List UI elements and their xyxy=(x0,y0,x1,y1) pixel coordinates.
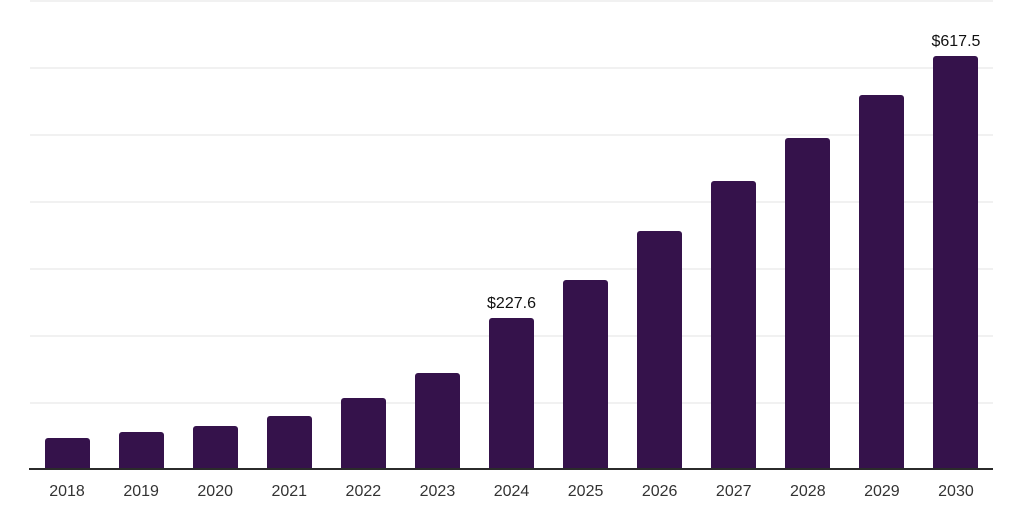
bar-2018 xyxy=(44,437,90,470)
gridline-600 xyxy=(30,67,993,69)
x-tick-label-2028: 2028 xyxy=(790,483,826,500)
x-tick-label-2023: 2023 xyxy=(419,483,456,500)
bar-2019 xyxy=(118,431,164,470)
bar-2030 xyxy=(933,56,979,470)
bar-2022 xyxy=(340,397,386,470)
x-tick-label-2020: 2020 xyxy=(197,483,233,500)
x-tick-label-2024: 2024 xyxy=(493,483,530,500)
gridline-300 xyxy=(30,268,993,270)
x-tick-label-2022: 2022 xyxy=(345,483,382,500)
bar-2027 xyxy=(711,180,757,470)
x-tick-label-2030: 2030 xyxy=(938,483,974,500)
bar-2026 xyxy=(637,231,683,470)
gridline-700 xyxy=(30,0,993,2)
bar-2020 xyxy=(192,426,238,470)
bar-2025 xyxy=(563,279,609,470)
x-tick-label-2018: 2018 xyxy=(49,483,85,500)
bar-2029 xyxy=(859,95,905,470)
bar-2021 xyxy=(266,415,312,470)
x-tick-label-2029: 2029 xyxy=(864,483,900,500)
x-tick-label-2019: 2019 xyxy=(123,483,159,500)
x-tick-label-2026: 2026 xyxy=(641,483,678,500)
data-label-2030: $617.5 xyxy=(931,33,981,51)
gridline-500 xyxy=(30,134,993,136)
x-tick-label-2027: 2027 xyxy=(715,483,752,500)
gridline-400 xyxy=(30,201,993,203)
bar-2023 xyxy=(414,373,460,470)
bar-2024 xyxy=(489,317,534,470)
plot-area: $227.6 $617.5 xyxy=(29,0,993,470)
x-tick-label-2021: 2021 xyxy=(271,483,308,500)
data-label-2024: $227.6 xyxy=(487,294,536,312)
bar-2028 xyxy=(785,138,831,470)
x-tick-label-2025: 2025 xyxy=(567,483,604,500)
x-axis-line xyxy=(29,468,993,470)
